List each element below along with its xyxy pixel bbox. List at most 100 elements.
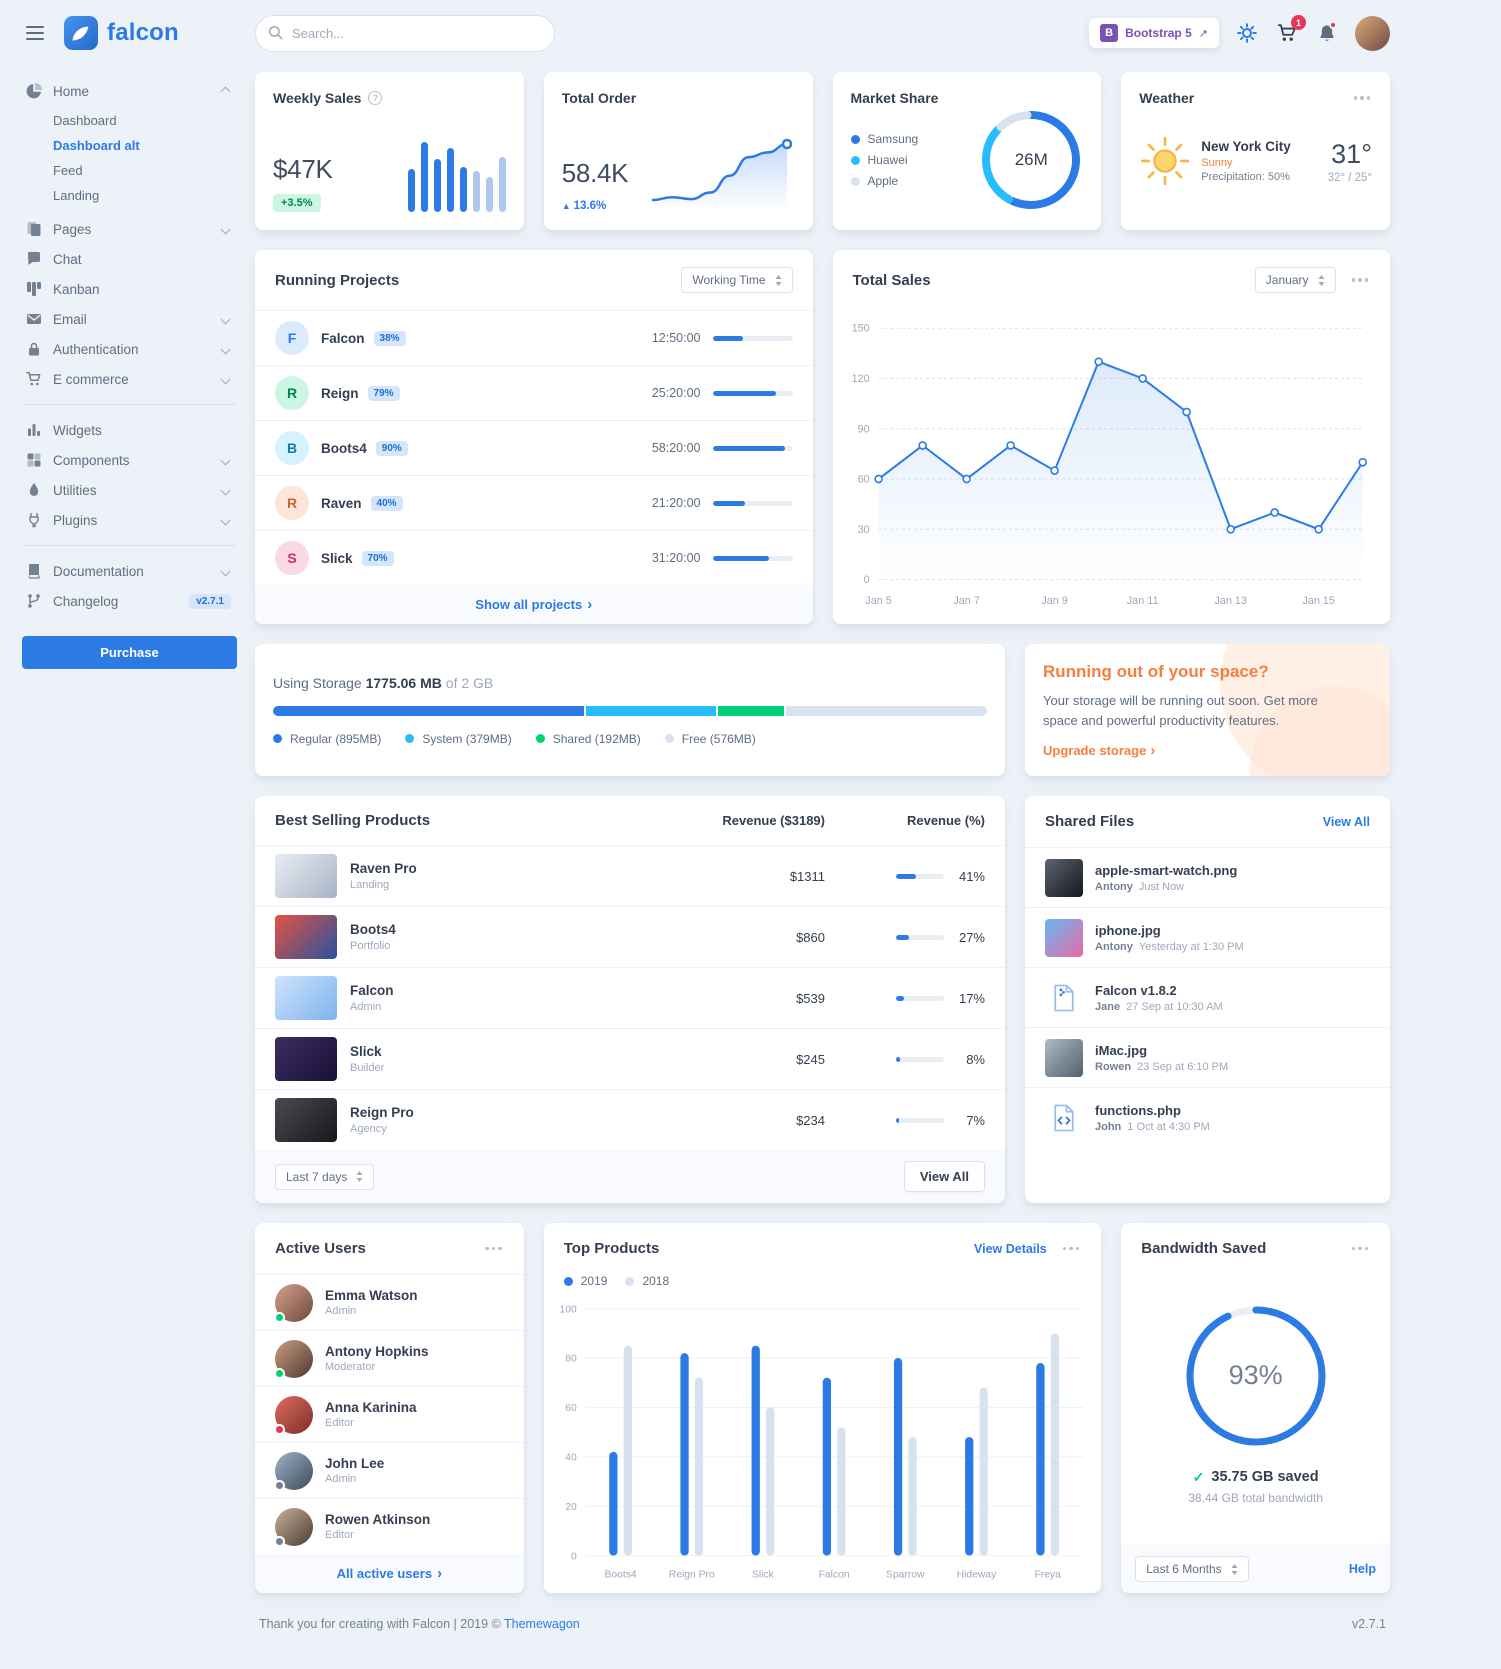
user-avatar-button[interactable] <box>1355 15 1390 51</box>
user-avatar <box>274 1395 313 1435</box>
sidebar-subitem[interactable]: Dashboard alt <box>53 138 140 153</box>
card-menu-button[interactable] <box>1350 273 1371 287</box>
card-menu-button[interactable] <box>1061 1242 1082 1256</box>
sidebar-item-home[interactable]: Home <box>22 76 237 106</box>
sidebar-item[interactable]: Kanban <box>22 274 237 304</box>
svg-text:80: 80 <box>565 1354 577 1365</box>
product-name-link[interactable]: Raven Pro <box>350 861 417 876</box>
user-name-link[interactable]: Antony Hopkins <box>325 1344 429 1359</box>
utilities-icon <box>26 482 42 498</box>
user-name-link[interactable]: John Lee <box>325 1456 385 1471</box>
bootstrap-badge[interactable]: B Bootstrap 5 ↗ <box>1089 18 1219 48</box>
brand-logo[interactable]: falcon <box>64 16 179 50</box>
weather-title: Weather <box>1139 90 1195 106</box>
project-name-link[interactable]: Raven <box>321 495 362 511</box>
product-name-link[interactable]: Falcon <box>350 983 394 998</box>
product-revenue: $1311 <box>789 868 825 884</box>
sidebar-subitem[interactable]: Dashboard <box>53 113 117 128</box>
search-input[interactable] <box>255 14 555 52</box>
project-name-link[interactable]: Falcon <box>321 330 365 346</box>
working-time-select[interactable]: Working Time <box>681 267 793 293</box>
user-name-link[interactable]: Anna Karinina <box>325 1400 417 1415</box>
project-row: B Boots4 90% 58:20:00 <box>255 420 813 475</box>
purchase-button[interactable]: Purchase <box>22 636 237 669</box>
product-revenue: $234 <box>796 1112 825 1128</box>
legend-item: 2018 <box>625 1274 669 1288</box>
storage-segment <box>785 705 987 716</box>
sidebar-subitem[interactable]: Feed <box>53 163 83 178</box>
project-progress-bar <box>712 555 793 561</box>
sidebar-item[interactable]: Plugins <box>22 505 237 535</box>
cart-button[interactable]: 1 <box>1275 15 1306 45</box>
product-name-link[interactable]: Boots4 <box>350 922 396 937</box>
legend-item: Shared (192MB) <box>535 732 641 746</box>
sidebar-item[interactable]: Components <box>22 445 237 475</box>
upgrade-storage-link[interactable]: Upgrade storage › <box>1043 742 1156 759</box>
view-all-button[interactable]: View All <box>903 1161 985 1192</box>
svg-text:Jan 13: Jan 13 <box>1214 595 1247 607</box>
falcon-logo-icon <box>64 16 98 50</box>
file-row: iphone.jpg Antony Yesterday at 1:30 PM <box>1025 907 1390 967</box>
sidebar-item[interactable]: Documentation <box>22 556 237 586</box>
sidebar-item[interactable]: Changelog v2.7.1 <box>22 586 237 616</box>
legend-label: Apple <box>867 174 899 188</box>
sidebar-item[interactable]: Email <box>22 304 237 334</box>
month-select[interactable]: January <box>1254 267 1336 293</box>
product-name-link[interactable]: Slick <box>350 1044 382 1059</box>
bar <box>472 171 480 212</box>
project-name-link[interactable]: Boots4 <box>321 440 367 456</box>
user-name-link[interactable]: Rowen Atkinson <box>325 1512 431 1527</box>
project-percent-badge: 70% <box>361 550 394 566</box>
file-name-link[interactable]: apple-smart-watch.png <box>1095 862 1238 878</box>
project-name-link[interactable]: Reign <box>321 385 359 401</box>
sidebar-item[interactable]: Chat <box>22 244 237 274</box>
all-active-users-link[interactable]: All active users › <box>255 1554 524 1593</box>
sidebar-item[interactable]: Pages <box>22 214 237 244</box>
file-name-link[interactable]: Falcon v1.8.2 <box>1095 982 1177 998</box>
sidebar-item-label: E commerce <box>53 371 129 387</box>
notifications-bell-button[interactable] <box>1315 21 1339 45</box>
svg-text:Jan 9: Jan 9 <box>1041 595 1068 607</box>
sidebar-item[interactable]: Authentication <box>22 334 237 364</box>
file-name-link[interactable]: iphone.jpg <box>1095 922 1161 938</box>
product-category: Admin <box>350 1001 382 1013</box>
product-category: Agency <box>350 1123 387 1135</box>
settings-gear-button[interactable] <box>1235 21 1259 45</box>
file-row: apple-smart-watch.png Antony Just Now <box>1025 847 1390 907</box>
project-name-link[interactable]: Slick <box>321 550 353 566</box>
view-all-link[interactable]: View All <box>1322 814 1370 829</box>
file-list: apple-smart-watch.png Antony Just Now iph… <box>1025 847 1390 1147</box>
project-percent-badge: 40% <box>370 495 403 511</box>
file-name-link[interactable]: iMac.jpg <box>1095 1042 1148 1058</box>
weather-range: 32° / 25° <box>1327 171 1372 184</box>
bootstrap-icon: B <box>1100 24 1119 42</box>
card-menu-button[interactable] <box>483 1242 504 1256</box>
product-revenue: $860 <box>796 929 825 945</box>
sidebar-item-label: Pages <box>53 221 92 237</box>
user-row: John Lee Admin <box>255 1442 524 1498</box>
card-menu-button[interactable] <box>1350 1242 1371 1256</box>
file-time: 27 Sep at 10:30 AM <box>1126 1000 1223 1013</box>
card-menu-button[interactable] <box>1352 91 1373 105</box>
sidebar-item[interactable]: E commerce <box>22 364 237 394</box>
main-content: B Bootstrap 5 ↗ 1 <box>255 0 1390 1669</box>
days-range-select[interactable]: Last 7 days <box>275 1163 375 1190</box>
bandwidth-title: Bandwidth Saved <box>1141 1240 1267 1257</box>
themewagon-link[interactable]: Themewagon <box>504 1617 580 1631</box>
user-name-link[interactable]: Emma Watson <box>325 1288 418 1303</box>
help-link[interactable]: Help <box>1348 1562 1376 1576</box>
email-icon <box>26 311 42 327</box>
hamburger-menu-button[interactable] <box>22 22 48 44</box>
project-time: 58:20:00 <box>651 441 701 455</box>
sidebar-item[interactable]: Widgets <box>22 415 237 445</box>
info-icon[interactable]: ? <box>368 91 383 105</box>
view-details-link[interactable]: View Details <box>974 1241 1047 1256</box>
file-name-link[interactable]: functions.php <box>1095 1102 1181 1118</box>
show-all-projects-link[interactable]: Show all projects › <box>255 585 813 624</box>
active-users-title: Active Users <box>275 1240 366 1257</box>
product-name-link[interactable]: Reign Pro <box>350 1105 414 1120</box>
nav-section: Pages Chat Kanban <box>22 214 237 394</box>
months-range-select[interactable]: Last 6 Months <box>1135 1556 1249 1582</box>
sidebar-subitem[interactable]: Landing <box>53 188 100 203</box>
sidebar-item[interactable]: Utilities <box>22 475 237 505</box>
